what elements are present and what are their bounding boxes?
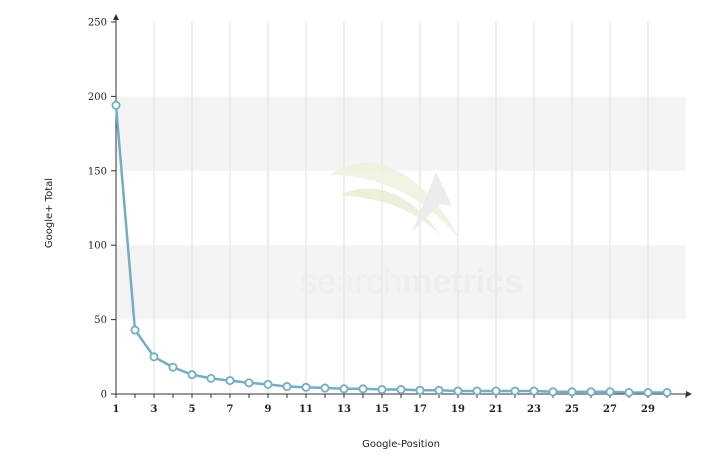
watermark-arrow-icon: [412, 172, 452, 232]
x-tick-label: 23: [527, 404, 541, 415]
data-point[interactable]: [244, 378, 254, 388]
x-tick-label: 3: [151, 404, 158, 415]
series-line: [111, 100, 672, 398]
data-point[interactable]: [643, 388, 653, 398]
x-tick-label: 9: [265, 404, 272, 415]
y-tick-label: 100: [88, 241, 107, 252]
y-axis: 0 50 100 150 200 250: [88, 14, 119, 401]
x-axis-title: Google-Position: [362, 439, 440, 450]
x-tick-label: 29: [641, 404, 655, 415]
data-point[interactable]: [225, 376, 235, 386]
x-tick-label: 13: [337, 404, 351, 415]
y-tick-label: 50: [94, 315, 107, 326]
y-axis-title: Google+ Total: [44, 178, 55, 248]
y-tick-label: 200: [88, 92, 107, 103]
x-tick-label: 17: [413, 404, 427, 415]
data-point[interactable]: [377, 385, 387, 395]
data-point[interactable]: [111, 100, 121, 110]
data-point[interactable]: [472, 386, 482, 396]
data-point[interactable]: [548, 387, 558, 397]
x-tick-label: 11: [299, 404, 313, 415]
x-tick-label: 19: [451, 404, 465, 415]
x-tick-label: 21: [489, 404, 503, 415]
y-axis-arrow-icon: [113, 14, 119, 20]
x-tick-label: 15: [375, 404, 389, 415]
x-tick-label: 1: [113, 404, 120, 415]
background-band: [116, 245, 686, 320]
data-point[interactable]: [358, 384, 368, 394]
data-point[interactable]: [529, 386, 539, 396]
data-point[interactable]: [434, 385, 444, 395]
data-point[interactable]: [510, 386, 520, 396]
vertical-gridlines: [153, 22, 649, 394]
data-point[interactable]: [282, 382, 292, 392]
data-point[interactable]: [491, 386, 501, 396]
data-point[interactable]: [206, 373, 216, 383]
x-tick-label: 5: [189, 404, 196, 415]
x-tick-label: 27: [603, 404, 617, 415]
data-point[interactable]: [339, 384, 349, 394]
data-point[interactable]: [187, 370, 197, 380]
watermark-text: searchmetrics: [300, 263, 523, 301]
data-point[interactable]: [453, 386, 463, 396]
data-point[interactable]: [662, 388, 672, 398]
data-point[interactable]: [168, 362, 178, 372]
data-point[interactable]: [586, 387, 596, 397]
data-point[interactable]: [149, 352, 159, 362]
data-point[interactable]: [605, 387, 615, 397]
data-point[interactable]: [301, 382, 311, 392]
x-axis: 1 3 5 7 9 11 13 15 17 19 21 23 25 27 29: [113, 391, 692, 415]
y-tick-label: 150: [88, 166, 107, 177]
data-point[interactable]: [396, 385, 406, 395]
data-point[interactable]: [320, 383, 330, 393]
y-tick-label: 0: [101, 390, 107, 401]
y-tick-label: 250: [88, 18, 107, 29]
x-axis-arrow-icon: [686, 391, 692, 397]
watermark-swoosh-icon: [340, 188, 440, 235]
data-point[interactable]: [567, 387, 577, 397]
data-point[interactable]: [130, 325, 140, 335]
watermark-logo: searchmetrics: [300, 162, 523, 301]
data-point[interactable]: [263, 379, 273, 389]
x-tick-label: 7: [227, 404, 234, 415]
x-tick-label: 25: [565, 404, 579, 415]
data-point[interactable]: [415, 385, 425, 395]
background-bands: [116, 96, 686, 320]
background-band: [116, 96, 686, 171]
data-point[interactable]: [624, 388, 634, 398]
